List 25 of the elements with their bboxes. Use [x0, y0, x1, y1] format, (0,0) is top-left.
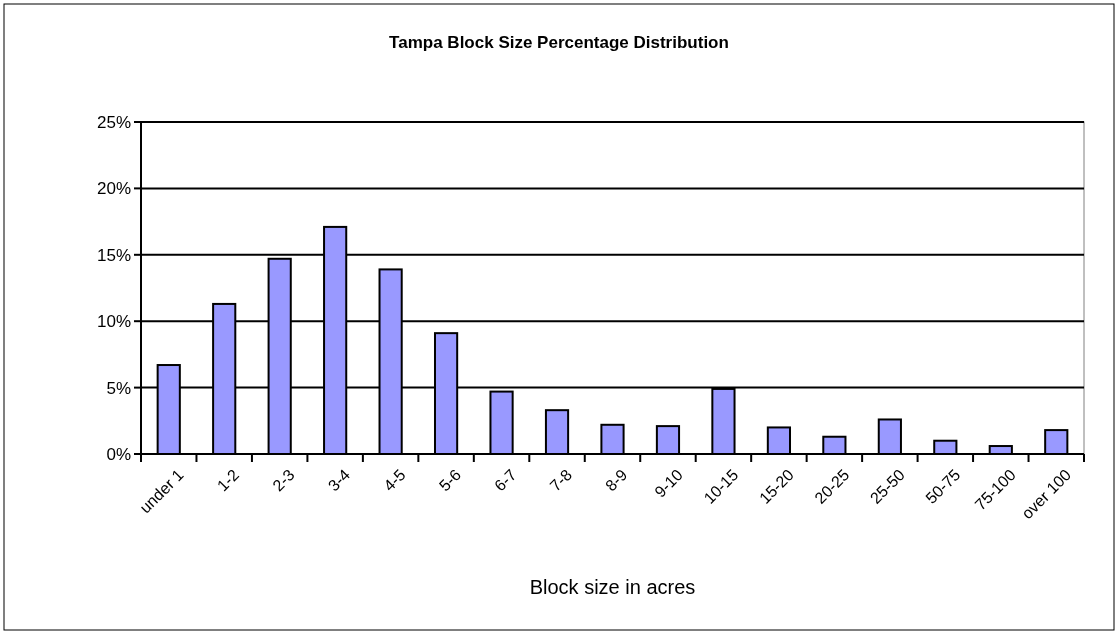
bar: [489, 390, 514, 455]
x-tick-label: 8-9: [602, 465, 631, 495]
bar: [1044, 429, 1069, 455]
y-tick-label: 5%: [106, 378, 131, 398]
x-tick-label: 9-10: [651, 465, 687, 501]
bar: [655, 425, 681, 455]
x-tick-label: 1-2: [213, 465, 243, 495]
y-tick-label: 10%: [96, 312, 131, 332]
bar: [766, 426, 792, 455]
x-axis-title: Block size in acres: [529, 576, 696, 598]
y-tick-label: 15%: [96, 245, 131, 265]
x-tick-label: 7-8: [546, 465, 576, 495]
x-tick-label: 3-4: [324, 465, 354, 495]
x-tick-label: 2-3: [269, 465, 298, 495]
bar: [877, 418, 902, 455]
x-tick-label: 6-7: [491, 465, 520, 495]
chart-title: Tampa Block Size Percentage Distribution: [389, 33, 729, 52]
y-tick-label: 25%: [96, 112, 131, 132]
x-tick-label: over 100: [1018, 465, 1075, 523]
x-tick-label: 5-6: [435, 465, 465, 495]
x-tick-label: 4-5: [380, 465, 409, 495]
bar: [544, 409, 570, 455]
bar: [600, 423, 625, 455]
y-tick-label: 0%: [106, 444, 131, 464]
y-tick-label: 20%: [96, 179, 131, 199]
